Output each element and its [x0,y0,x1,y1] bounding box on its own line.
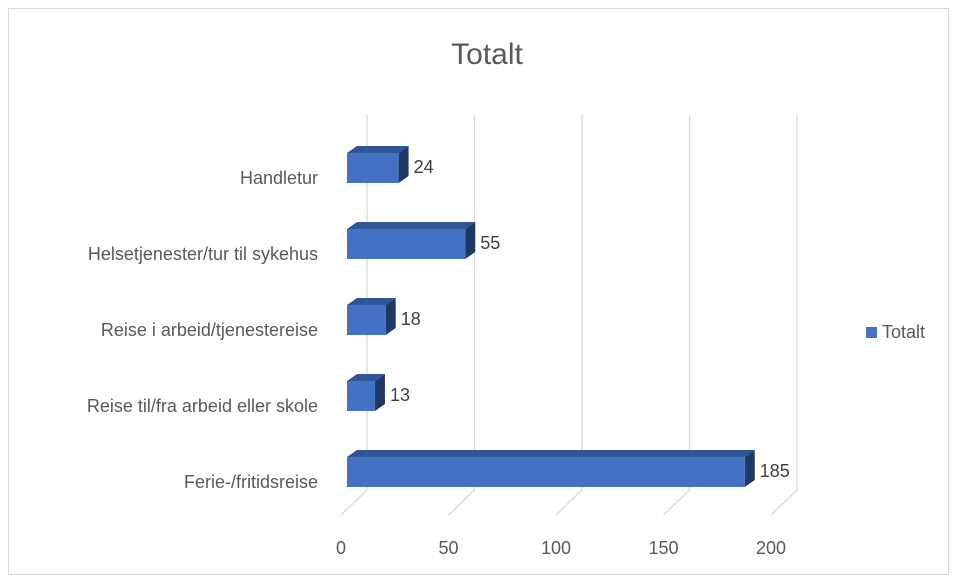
bar-top [347,374,385,381]
y-tick-label: Reise i arbeid/tjenestereise [101,320,318,340]
bar-side [465,222,476,259]
bar [347,305,386,335]
x-tick-label: 50 [438,538,458,558]
bar-top [347,222,476,229]
grid-line-floor [770,489,798,516]
chart-title: Totalt [451,38,523,71]
grid-line-floor [340,489,368,516]
bar-side [385,298,396,335]
grid-line-floor [448,489,475,516]
x-tick-label: 200 [756,538,786,558]
bar-side [374,374,385,411]
x-tick-label: 150 [648,538,678,558]
grid-line-floor [663,489,690,516]
chart-border [8,8,949,575]
bar-side [744,450,755,487]
value-label: 13 [390,385,410,405]
bar [347,457,745,487]
y-tick-label: Reise til/fra arbeid eller skole [87,396,318,416]
bar [347,381,375,411]
x-tick-label: 100 [541,538,571,558]
value-label: 185 [760,461,790,481]
bar-top [347,450,755,457]
value-label: 55 [480,233,500,253]
value-label: 18 [401,309,421,329]
bar [347,153,399,183]
x-tick-label: 0 [336,538,346,558]
y-tick-label: Handletur [240,168,318,188]
y-tick-label: Helsetjenester/tur til sykehus [88,244,318,264]
bar [347,229,466,259]
bar-top [347,298,396,305]
bar-top [347,146,409,153]
legend-swatch [866,327,877,338]
legend-label: Totalt [882,322,925,342]
grid-line-floor [555,489,583,516]
value-label: 24 [414,157,434,177]
bar-side [398,146,409,183]
y-tick-label: Ferie-/fritidsreise [184,472,318,492]
